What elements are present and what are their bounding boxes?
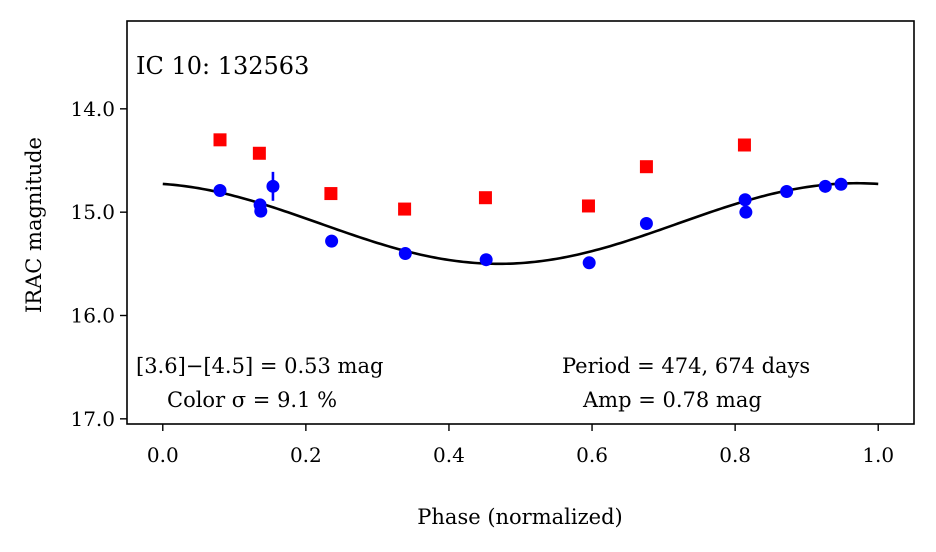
x-tick-label: 0.8	[719, 443, 751, 467]
x-tick-label: 0.0	[147, 443, 179, 467]
data-point-circle	[780, 185, 794, 198]
data-point-square	[213, 133, 227, 147]
data-point-square	[324, 187, 338, 201]
data-point-square	[581, 199, 595, 213]
data-point-square	[478, 191, 492, 205]
data-point-circle	[266, 179, 280, 193]
data-point-square	[639, 160, 653, 174]
y-tick-label: 14.0	[70, 97, 115, 121]
data-point-circle	[818, 179, 832, 193]
y-tick-label: 15.0	[70, 200, 115, 224]
data-marks	[162, 133, 879, 270]
annotation-color-sigma: Color σ = 9.1 %	[167, 388, 337, 412]
y-axis-title: IRAC magnitude	[22, 137, 46, 313]
data-point-circle	[834, 177, 848, 191]
data-point-square	[252, 146, 266, 160]
x-tick-label: 0.6	[576, 443, 608, 467]
data-point-circle	[254, 204, 268, 218]
x-axis-title: Phase (normalized)	[417, 505, 622, 529]
series-1	[213, 171, 848, 270]
series-0	[213, 133, 751, 216]
data-point-circle	[582, 256, 596, 270]
plot-frame	[126, 20, 915, 425]
annotation-color-index: [3.6]−[4.5] = 0.53 mag	[136, 354, 383, 378]
data-point-circle	[739, 205, 753, 219]
data-point-circle	[213, 183, 227, 197]
y-axis-ticks: 14.0 15.0 16.0 17.0	[70, 97, 127, 431]
x-axis-ticks: 0.0 0.2 0.4 0.6 0.8 1.0	[147, 424, 894, 467]
data-point-circle	[325, 234, 339, 248]
data-point-square	[398, 202, 412, 216]
data-point-square	[737, 138, 751, 152]
chart-title: IC 10: 132563	[136, 52, 309, 80]
model-curve	[162, 181, 879, 266]
x-tick-label: 1.0	[862, 443, 894, 467]
annotation-amplitude: Amp = 0.78 mag	[582, 388, 762, 412]
data-point-circle	[398, 247, 412, 260]
data-point-circle	[639, 217, 653, 231]
annotation-period: Period = 474, 674 days	[562, 354, 810, 378]
data-point-circle	[479, 253, 493, 267]
y-tick-label: 16.0	[70, 304, 115, 328]
x-tick-label: 0.2	[290, 443, 322, 467]
data-point-circle	[738, 193, 752, 207]
y-tick-label: 17.0	[70, 407, 115, 431]
x-tick-label: 0.4	[433, 443, 465, 467]
